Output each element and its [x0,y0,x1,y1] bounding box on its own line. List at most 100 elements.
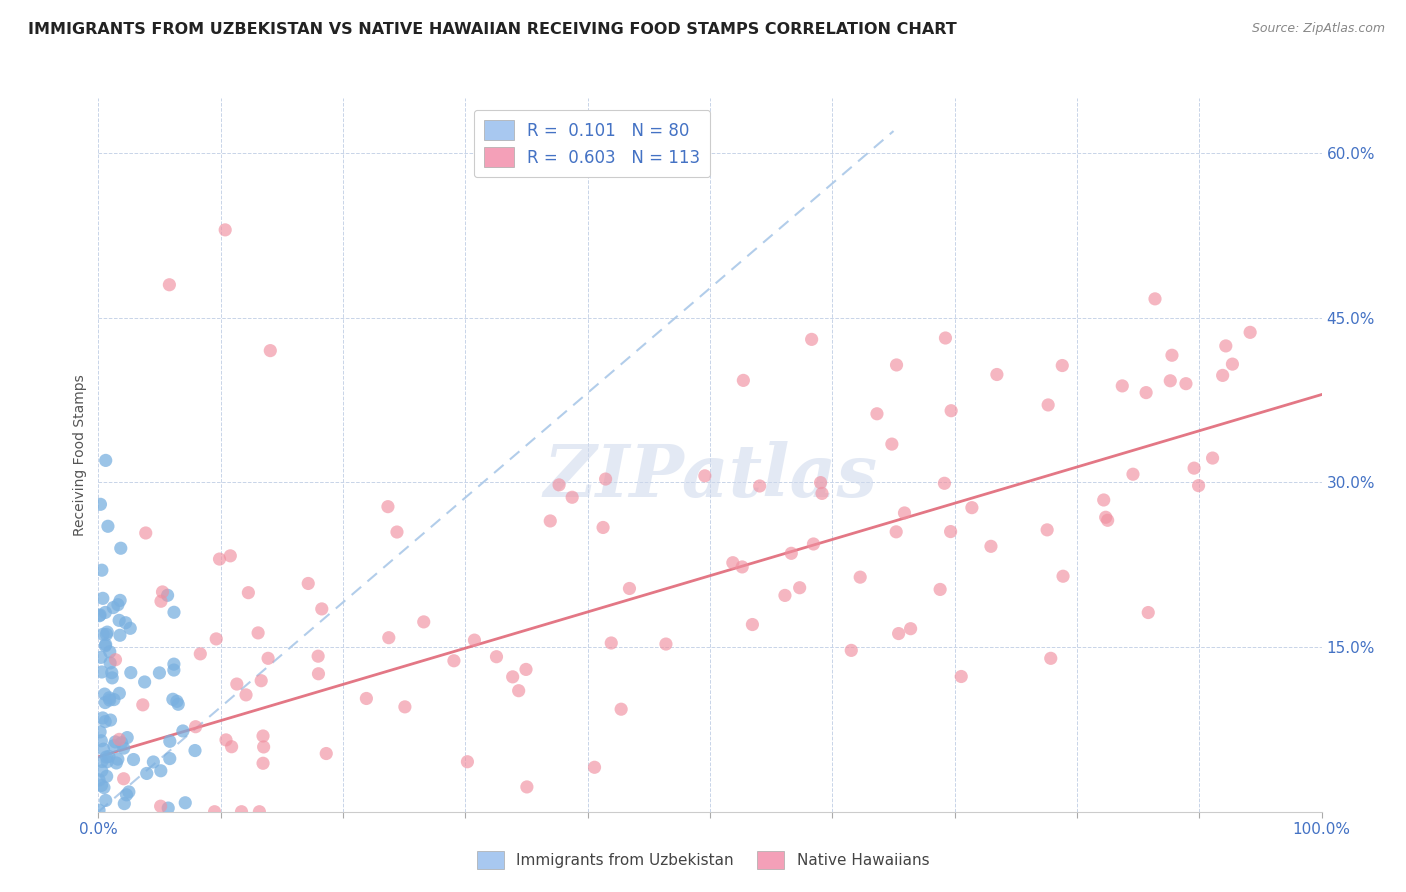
Point [108,613,131,627]
Point [96,755,118,769]
Point [132,698,155,712]
Point [112,772,135,786]
Point [780,546,803,560]
Point [1111,379,1133,393]
Point [1135,385,1157,400]
Point [215,732,238,747]
Point [167,698,190,712]
Point [412,615,434,629]
Point [1094,510,1116,524]
Point [456,755,478,769]
Point [1212,368,1234,383]
Point [172,723,194,738]
Point [149,764,172,778]
Point [91,755,114,769]
Point [163,605,186,619]
Point [98,645,121,659]
Point [96,625,118,640]
Point [583,760,606,774]
Point [98,656,121,670]
Point [733,373,755,387]
Point [250,673,273,688]
Point [1036,523,1059,537]
Point [394,699,416,714]
Point [297,576,319,591]
Text: IMMIGRANTS FROM UZBEKISTAN VS NATIVE HAWAIIAN RECEIVING FOOD STAMPS CORRELATION : IMMIGRANTS FROM UZBEKISTAN VS NATIVE HAW… [28,22,957,37]
Point [91,711,114,725]
Point [800,332,823,346]
Point [1239,326,1261,340]
Point [508,683,530,698]
Point [1052,569,1074,583]
Point [157,277,180,292]
Point [107,752,129,766]
Point [166,694,188,708]
Point [1143,292,1166,306]
Point [619,582,641,596]
Point [378,631,401,645]
Point [315,747,337,761]
Point [307,666,329,681]
Point [148,665,170,680]
Point [1174,376,1197,391]
Point [93,780,115,795]
Point [93,742,115,756]
Legend: R =  0.101   N = 80, R =  0.603   N = 113: R = 0.101 N = 80, R = 0.603 N = 113 [474,110,710,178]
Point [205,632,228,646]
Point [94,639,117,653]
Point [377,500,399,514]
Point [515,662,537,676]
Point [159,751,181,765]
Point [184,720,207,734]
Point [231,805,253,819]
Point [162,692,184,706]
Point [516,780,538,794]
Point [219,549,242,563]
Point [221,739,243,754]
Point [91,591,114,606]
Point [252,756,274,771]
Point [238,585,260,599]
Point [939,403,962,417]
Point [103,692,125,706]
Point [1215,339,1237,353]
Point [247,805,270,819]
Point [741,617,763,632]
Point [91,627,114,641]
Point [893,506,915,520]
Point [94,606,117,620]
Point [1222,357,1244,371]
Point [960,500,983,515]
Point [595,472,617,486]
Point [90,563,112,577]
Point [748,479,770,493]
Point [89,607,111,622]
Point [600,636,623,650]
Point [789,581,811,595]
Point [115,788,138,802]
Point [773,589,796,603]
Point [149,799,172,814]
Point [108,593,131,607]
Point [939,524,962,539]
Point [98,749,121,764]
Point [1182,461,1205,475]
Point [929,582,952,597]
Point [1052,359,1074,373]
Point [811,486,834,500]
Point [112,741,135,756]
Point [204,805,226,819]
Point [1161,348,1184,362]
Point [87,772,110,787]
Point [163,657,186,672]
Point [721,556,744,570]
Point [253,739,276,754]
Point [115,731,138,745]
Point [257,651,280,665]
Point [159,734,181,748]
Point [108,628,131,642]
Point [1097,513,1119,527]
Point [803,537,825,551]
Point [107,598,129,612]
Point [1122,467,1144,482]
